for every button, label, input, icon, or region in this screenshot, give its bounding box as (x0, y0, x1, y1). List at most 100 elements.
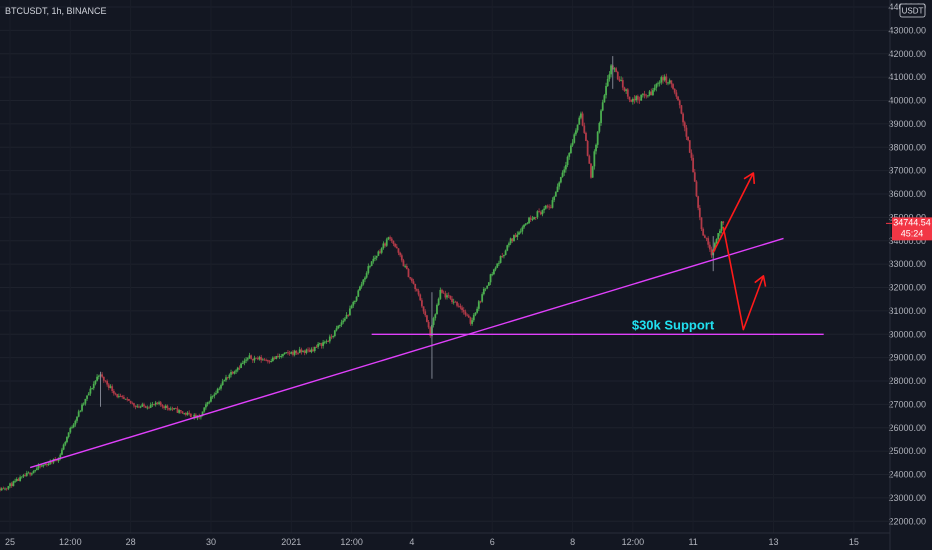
candle-body (370, 261, 373, 266)
candle-body (307, 349, 309, 351)
candle-body (350, 305, 353, 309)
candle-body (184, 413, 187, 415)
candle-body (275, 356, 278, 359)
candle-body (15, 479, 18, 481)
candle-body (395, 246, 398, 249)
candle-body (524, 223, 527, 225)
candle-body (298, 349, 301, 354)
price-tick-label: 25000.00 (888, 446, 926, 456)
candle-body (225, 377, 227, 381)
currency-button[interactable]: USDT (899, 3, 926, 18)
candle-body (203, 407, 206, 412)
candle-body (692, 157, 695, 173)
candle-body (593, 151, 596, 167)
candle-body (216, 388, 219, 394)
candle-body (409, 277, 412, 279)
time-tick-label: 13 (768, 537, 778, 547)
candle-body (20, 476, 23, 478)
candle-body (354, 300, 356, 303)
candle-body (72, 424, 75, 428)
candle-body (663, 76, 666, 81)
candle-body (221, 381, 224, 386)
candle-body (183, 413, 186, 414)
candle-body (122, 397, 125, 399)
candle-body (442, 292, 445, 294)
candle-body (390, 238, 393, 241)
price-axis-labels: 22000.00 23000.00 24000.00 25000.00 26000.00… (888, 2, 926, 526)
candle-body (322, 342, 325, 346)
candle-body (367, 266, 370, 274)
candle-body (161, 405, 164, 407)
candle-body (246, 358, 249, 360)
candle-body (71, 427, 73, 429)
candle-body (109, 386, 112, 388)
candle-body (645, 95, 648, 97)
candle-body (509, 238, 512, 244)
price-tick-label: 26000.00 (888, 423, 926, 433)
price-tick-label: 28000.00 (888, 376, 926, 386)
candle-body (531, 218, 534, 220)
candle-body (462, 310, 465, 312)
time-tick-label: 25 (5, 537, 15, 547)
candle-body (608, 74, 611, 79)
candle-body (74, 420, 77, 425)
candle-body (45, 464, 48, 466)
candle-body (441, 289, 443, 293)
candle-body (17, 479, 20, 481)
arrow-shaft (712, 172, 755, 253)
candle-body (111, 386, 114, 391)
candle-body (566, 156, 569, 165)
candle-body (77, 411, 80, 417)
candle-body (427, 321, 430, 328)
candle-body (40, 465, 43, 467)
candle-body (96, 376, 99, 381)
candle-body (576, 124, 579, 131)
candle-body (506, 245, 509, 251)
candle-body (569, 145, 572, 154)
candle-body (389, 237, 391, 239)
candle-body (667, 82, 669, 84)
candle-body (601, 102, 604, 111)
candle-body (144, 405, 147, 408)
candle-body (101, 374, 104, 377)
candle-body (330, 336, 333, 338)
candle-body (352, 302, 355, 306)
candle-body (410, 278, 413, 282)
price-tick-label: 33000.00 (888, 259, 926, 269)
candle-body (188, 412, 191, 414)
candle-body (444, 293, 447, 298)
candle-body (231, 372, 234, 374)
candle-body (200, 415, 202, 418)
candle-body (139, 406, 142, 408)
time-axis[interactable]: 25 12:00 28 30 2021 12:00 4 6 8 12:00 11 13 15 (0, 0, 891, 550)
candle-body (10, 483, 13, 487)
bar-countdown: 45:24 (901, 228, 924, 238)
candle-body (32, 471, 35, 474)
candle-body (270, 360, 273, 363)
candle-body (534, 217, 537, 218)
candle-body (236, 367, 239, 371)
candle-body (553, 196, 556, 201)
candle-body (708, 244, 711, 250)
price-tick-label: 36000.00 (888, 189, 926, 199)
candle-body (148, 407, 150, 409)
candle-body (384, 243, 386, 246)
candle-body (447, 295, 450, 297)
candle-body (328, 336, 331, 342)
candle-body (665, 76, 668, 83)
candle-body (377, 251, 380, 256)
price-axis[interactable]: 22000.00 23000.00 24000.00 25000.00 26000.00… (888, 0, 932, 533)
candle-body (7, 486, 10, 489)
candle-body (154, 402, 157, 405)
candle-body (305, 349, 308, 353)
candle-body (456, 301, 458, 306)
candle-body (308, 349, 311, 353)
candle-body (94, 380, 97, 384)
candle-body (117, 396, 120, 397)
candle-body (548, 206, 551, 208)
candle-body (151, 404, 154, 405)
candle-body (64, 442, 67, 445)
candle-body (464, 311, 467, 315)
candle-body (446, 295, 448, 298)
